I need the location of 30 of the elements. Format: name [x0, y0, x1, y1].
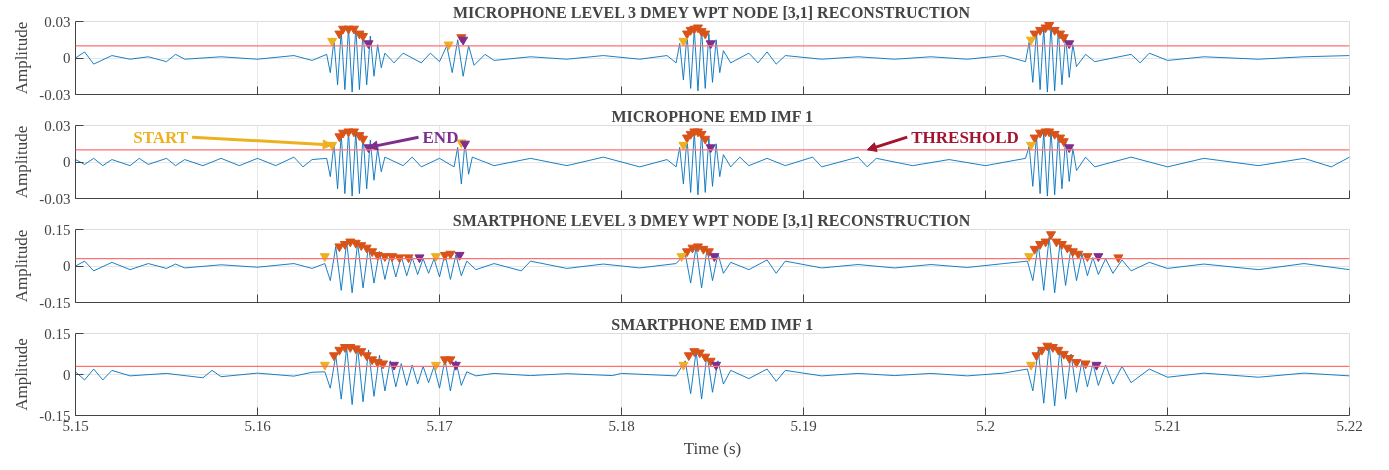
x-tick-label: 5.22: [1336, 417, 1363, 434]
x-tick-label: 5.19: [790, 417, 817, 434]
y-tick-label: 0.03: [44, 117, 71, 134]
y-tick-label: 0: [63, 154, 71, 170]
x-tick-label: 5.17: [426, 417, 454, 434]
y-tick-label: 0.15: [44, 325, 71, 342]
y-tick-label: -0.15: [39, 294, 71, 311]
annotation: END: [422, 127, 459, 147]
y-axis-title: Amplitude: [12, 21, 32, 95]
x-tick-label: 5.2: [976, 417, 995, 434]
chart-title: MICROPHONE LEVEL 3 DMEY WPT NODE [3,1] RECONSTRUCTION: [452, 3, 971, 21]
y-tick-label: -0.03: [39, 190, 71, 207]
x-tick-label: 5.21: [1154, 417, 1181, 434]
chart-title: SMARTPHONE LEVEL 3 DMEY WPT NODE [3,1] RECONSTRUCTION: [452, 211, 971, 229]
y-tick-label: 0.15: [44, 221, 71, 238]
annotation: START: [133, 127, 189, 147]
y-tick-label: -0.03: [39, 86, 71, 103]
x-tick-label: 5.16: [244, 417, 272, 434]
x-tick-label: 5.18: [608, 417, 635, 434]
chart-title: SMARTPHONE EMD IMF 1: [611, 315, 814, 333]
annotation: THRESHOLD: [911, 127, 1019, 147]
y-tick-label: 0: [63, 258, 71, 274]
y-axis-title: Amplitude: [12, 229, 32, 303]
y-tick-label: 0: [63, 50, 71, 66]
y-tick-label: 0.03: [44, 13, 71, 30]
y-tick-label: 0: [63, 366, 71, 383]
y-axis-title: Amplitude: [12, 125, 32, 199]
y-axis-title: Amplitude: [12, 338, 32, 411]
chart-title: MICROPHONE EMD IMF 1: [611, 107, 814, 125]
x-axis-title: Time (s): [683, 438, 742, 458]
